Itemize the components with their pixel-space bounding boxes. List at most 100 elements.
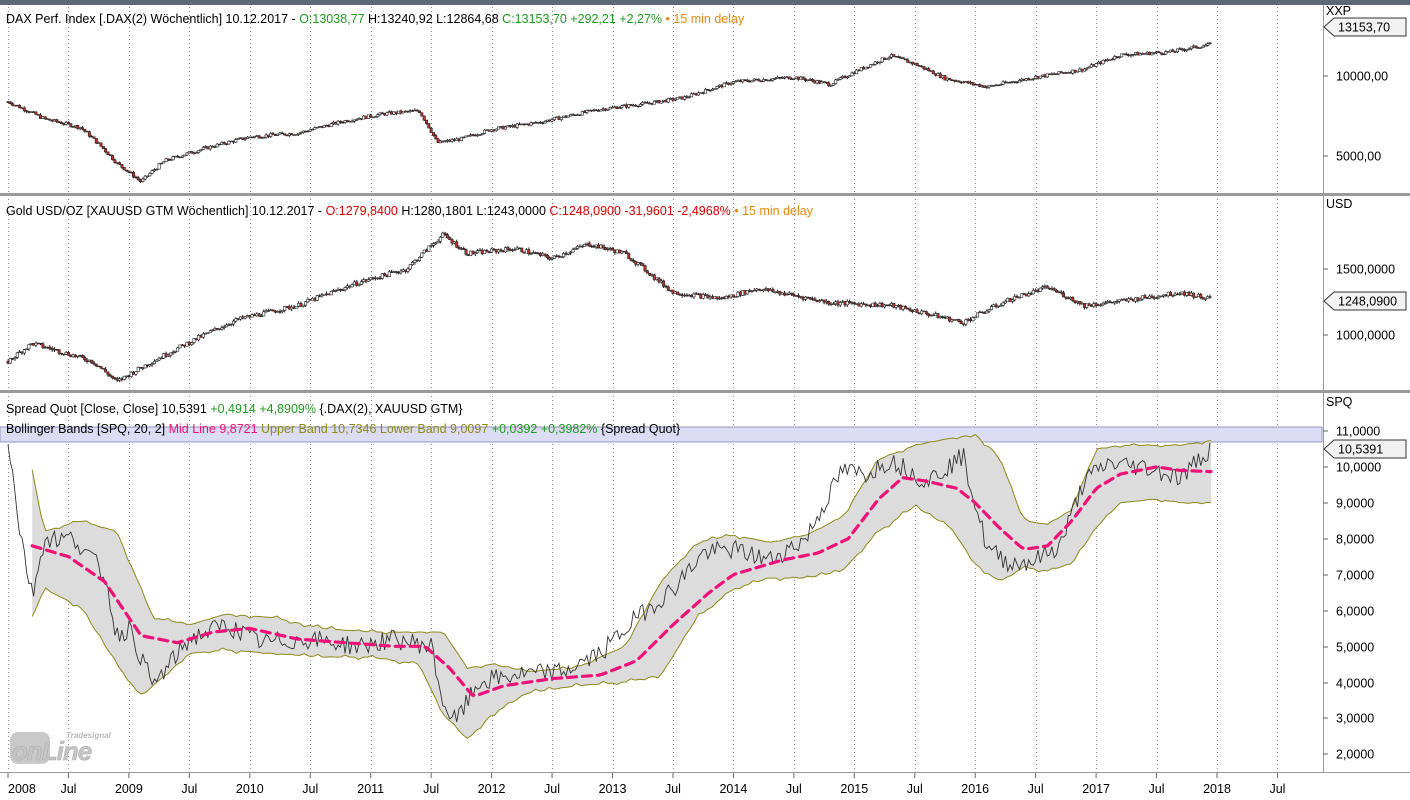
candle-up [1038,287,1042,292]
candle-down [792,293,796,297]
candle-up [345,285,349,288]
candle-down [1155,297,1159,299]
candle-up [1006,297,1010,302]
candle-down [431,132,435,136]
bollinger-band-fill [32,434,1212,739]
candle-down [1171,49,1175,52]
candle-up [627,104,631,108]
candle-up [8,358,12,364]
candle-up [201,147,205,150]
candle-down [1194,45,1198,49]
pane-divider[interactable] [0,390,1410,393]
candle-up [311,128,315,131]
candle-up [820,81,824,84]
candle-down [257,313,261,317]
candle-up [550,258,554,260]
candle-down [959,320,963,324]
candle-down [1062,292,1066,298]
candle-up [1041,286,1045,289]
candle-up [1001,302,1005,306]
candle-up [503,247,507,253]
candle-up [552,255,556,259]
spread-axis-tick-label: 8,0000 [1336,533,1374,547]
candle-down [448,139,452,142]
dax-legend-part: O:13038,77 [299,12,368,26]
candle-up [243,316,247,319]
candle-up [122,375,126,380]
candle-up [148,173,152,177]
candle-up [297,132,301,135]
candle-up [762,289,766,292]
candle-down [166,158,170,161]
candle-down [394,271,398,273]
candle-up [666,98,670,103]
candle-down [1201,297,1205,300]
candle-up [869,64,873,68]
x-axis-tick-label: 2017 [1082,782,1110,796]
candle-down [83,128,87,132]
candle-up [208,145,212,150]
candle-up [850,72,854,77]
candle-up [1203,44,1207,47]
candle-up [373,116,377,118]
candle-down [111,155,115,161]
candle-down [927,68,931,72]
candle-down [55,119,59,122]
candle-up [887,56,891,59]
x-axis-tick-label: Jul [907,782,923,796]
candle-up [13,357,17,359]
gold-pane[interactable] [6,231,1212,383]
candle-up [803,296,807,300]
spread-axis-tick-label: 2,0000 [1336,748,1374,762]
candle-up [483,129,487,134]
dax-pane[interactable] [6,42,1212,183]
candle-down [455,241,459,248]
candle-down [638,262,642,265]
candle-up [1027,293,1031,297]
candle-up [1099,304,1103,306]
gold-legend-part: O:1279,8400 [326,204,402,218]
candle-up [1017,80,1021,83]
candle-down [641,263,645,266]
candle-down [601,244,605,249]
candle-up [531,122,535,124]
pane-divider[interactable] [0,193,1410,196]
candle-down [299,302,303,307]
spread-pane[interactable] [0,426,1323,739]
candle-up [731,81,735,84]
candle-down [813,298,817,301]
candle-down [513,125,517,128]
x-axis-tick-label: Jul [1269,782,1285,796]
x-axis-tick-label: Jul [423,782,439,796]
candle-down [132,371,136,375]
candle-up [392,111,396,115]
candle-up [878,61,882,64]
candle-up [443,140,447,143]
candle-down [1192,292,1196,298]
candle-up [385,112,389,116]
candle-down [968,318,972,321]
x-axis-tick-label: Jul [181,782,197,796]
candle-up [234,139,238,143]
candle-up [299,132,303,134]
candle-up [141,178,145,183]
candle-up [155,359,159,362]
candle-down [1108,301,1112,303]
candle-down [18,105,22,109]
candle-up [1164,51,1168,55]
candle-up [673,99,677,101]
candle-down [257,135,261,139]
candle-up [197,150,201,153]
candle-up [1178,293,1182,295]
candle-up [220,327,224,330]
candle-down [471,250,475,255]
candle-down [373,277,377,280]
candle-up [159,162,163,165]
candle-up [1155,51,1159,53]
candle-up [155,168,159,171]
candle-down [645,270,649,274]
candle-up [76,355,80,358]
candle-down [94,363,98,367]
candle-up [1062,72,1066,74]
candle-down [415,109,419,112]
